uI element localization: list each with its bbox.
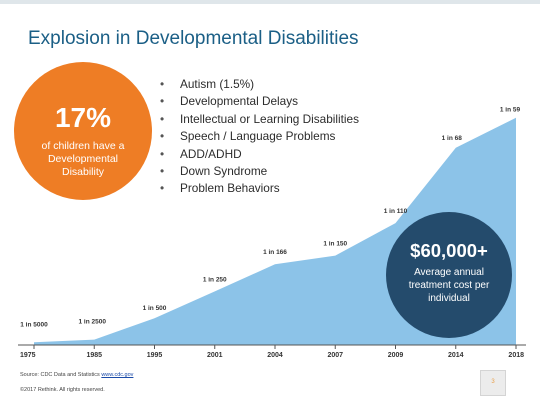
- year-label: 2007: [327, 352, 343, 359]
- page-number: 3: [491, 379, 495, 385]
- data-point-label: 1 in 68: [442, 135, 463, 142]
- cost-value: $60,000+: [410, 240, 488, 261]
- data-point-label: 1 in 2500: [79, 319, 107, 326]
- top-border: [0, 0, 540, 4]
- year-label: 2018: [508, 352, 524, 359]
- copyright-text: ©2017 Rethink. All rights reserved.: [20, 387, 105, 393]
- year-label: 1995: [147, 352, 163, 359]
- cost-circle: $60,000+ Average annual treatment cost p…: [386, 212, 512, 338]
- stat-caption: of children have a Developmental Disabil…: [41, 140, 125, 178]
- data-point-label: 1 in 5000: [20, 321, 48, 328]
- list-item-add-adhd: ADD/ADHD: [160, 147, 359, 164]
- list-item-developmental-delays: Developmental Delays: [160, 94, 359, 111]
- year-label: 2009: [388, 352, 404, 359]
- stat-percent: 17%: [54, 102, 112, 133]
- x-axis-year-labels: 1975 1985 1995 2001 2004 2007 2009 2014 2018: [20, 352, 524, 359]
- source-text: Source: CDC Data and Statistics: [20, 372, 100, 378]
- year-label: 1975: [20, 352, 36, 359]
- list-item-autism: Autism (1.5%): [160, 77, 359, 94]
- data-point-label: 1 in 500: [143, 305, 167, 312]
- disability-list: Autism (1.5%) Developmental Delays Intel…: [160, 77, 359, 199]
- data-point-labels: 1 in 5000 1 in 2500 1 in 500 1 in 250 1 in 1…: [20, 107, 520, 329]
- source-link[interactable]: www.cdc.gov: [101, 372, 134, 378]
- year-label: 1985: [86, 352, 102, 359]
- list-item-problem-behaviors: Problem Behaviors: [160, 181, 359, 198]
- page-number-badge: 3: [480, 370, 506, 396]
- cost-caption: Average annual treatment cost per indivi…: [408, 267, 490, 304]
- year-label: 2001: [207, 352, 223, 359]
- data-point-label: 1 in 59: [500, 107, 521, 114]
- year-label: 2004: [267, 352, 283, 359]
- data-point-label: 1 in 250: [203, 276, 227, 283]
- list-item-intellectual-learning: Intellectual or Learning Disabilities: [160, 112, 359, 129]
- year-label: 2014: [448, 352, 464, 359]
- source-note: Source: CDC Data and Statistics www.cdc.…: [20, 372, 133, 378]
- stat-circle: 17% of children have a Developmental Dis…: [14, 62, 152, 200]
- list-item-speech-language: Speech / Language Problems: [160, 129, 359, 146]
- data-point-label: 1 in 110: [384, 208, 408, 215]
- data-point-label: 1 in 166: [263, 249, 287, 256]
- data-point-label: 1 in 150: [323, 241, 347, 248]
- x-axis-ticks: [33, 345, 517, 349]
- list-item-down-syndrome: Down Syndrome: [160, 164, 359, 181]
- slide-title: Explosion in Developmental Disabilities: [28, 28, 359, 49]
